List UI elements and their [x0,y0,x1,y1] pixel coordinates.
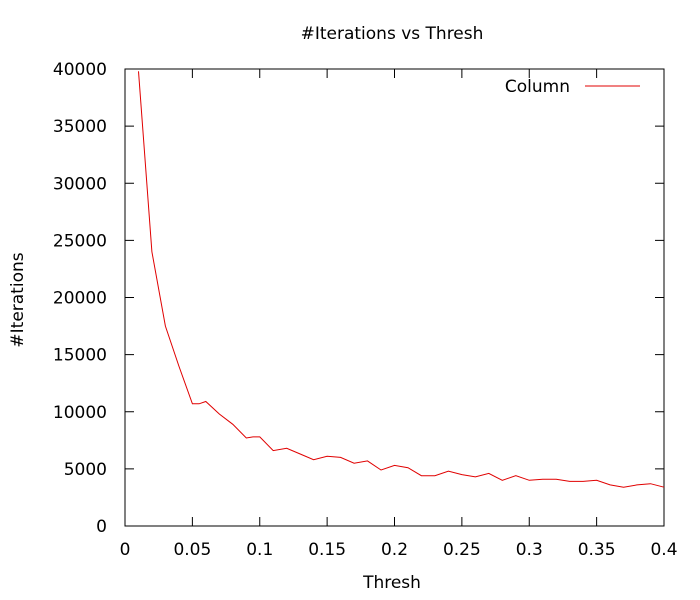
x-tick-label: 0.2 [381,540,408,560]
y-tick-label: 30000 [53,174,107,194]
y-tick-label: 10000 [53,403,107,423]
legend: Column [505,77,640,97]
y-tick-label: 35000 [53,117,107,137]
axis-ticks: 0 0.05 0.1 0.15 0.2 0.25 0.3 0.35 0.4 0 5000 10000 1… [53,60,678,560]
plot-area [124,68,665,527]
y-tick-label: 40000 [53,60,107,80]
plot-frame [124,68,665,527]
x-tick-label: 0.4 [650,540,677,560]
y-tick-label: 0 [96,517,107,537]
legend-label: Column [505,77,570,97]
x-tick-label: 0.35 [578,540,616,560]
x-tick-label: 0.1 [246,540,273,560]
y-tick-label: 5000 [64,460,107,480]
y-tick-label: 25000 [53,231,107,251]
x-tick-label: 0.15 [308,540,346,560]
x-axis-label: Thresh [362,573,421,593]
y-tick-label: 15000 [53,346,107,366]
x-tick-label: 0.05 [173,540,211,560]
x-tick-label: 0 [120,540,131,560]
y-tick-label: 20000 [53,289,107,309]
y-axis-label: #Iterations [8,252,28,347]
series-layer [138,71,665,488]
x-tick-label: 0.25 [443,540,481,560]
chart-title: #Iterations vs Thresh [301,24,484,44]
series-line [138,71,665,488]
x-tick-label: 0.3 [516,540,543,560]
